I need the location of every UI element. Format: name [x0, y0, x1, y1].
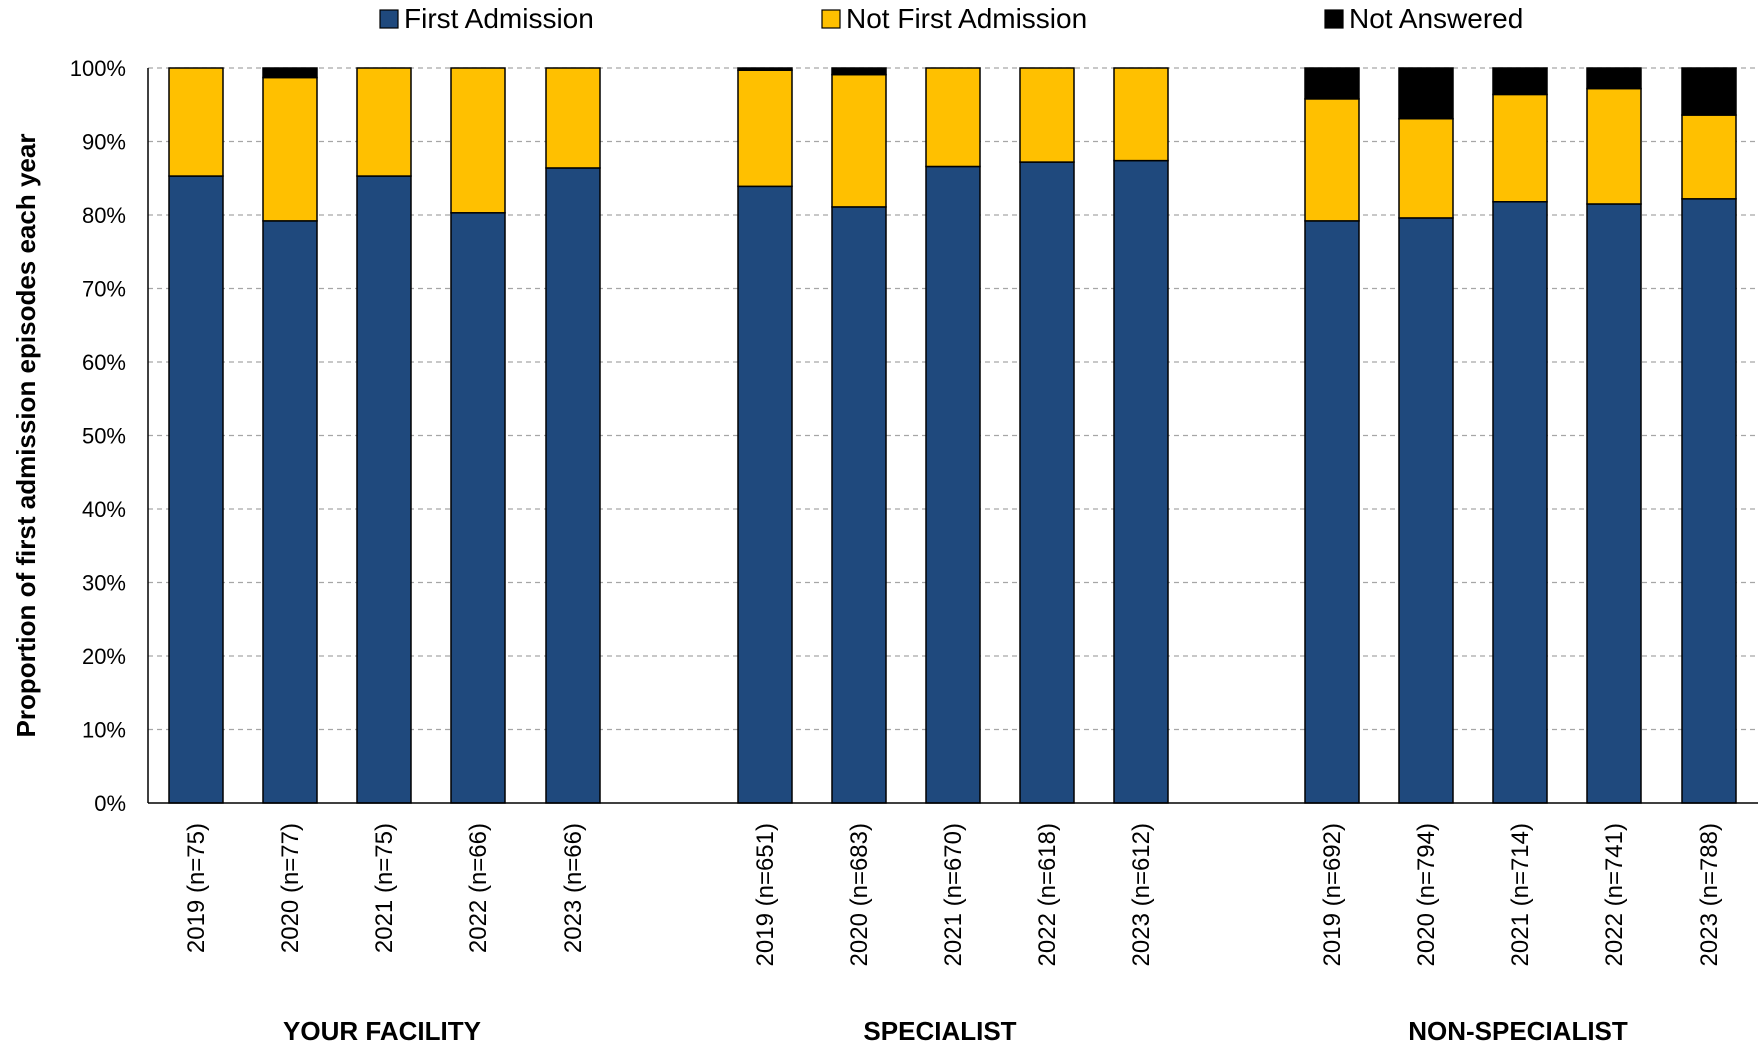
y-tick-label: 0%	[94, 791, 126, 816]
bar-segment-first-admission	[737, 185, 793, 804]
category-label-group: 2021 (n=670)	[940, 823, 967, 966]
legend-label: Not Answered	[1349, 3, 1523, 34]
bar-segment-first-admission	[262, 220, 318, 804]
legend-swatch	[1324, 9, 1344, 29]
y-tick-label: 90%	[82, 130, 126, 155]
category-label: 2022 (n=618)	[1034, 823, 1061, 966]
bar-segment-not-first-admission	[925, 67, 981, 168]
bar-segment-not-first-admission	[1398, 117, 1454, 219]
bar-segment-first-admission	[450, 212, 506, 804]
category-label: 2019 (n=651)	[752, 823, 779, 966]
bar-segment-not-answered	[831, 67, 887, 76]
bar-segment-first-admission	[168, 175, 224, 804]
bar-segment-not-first-admission	[168, 67, 224, 177]
y-tick-label: 50%	[82, 424, 126, 449]
bar-segment-not-first-admission	[1113, 67, 1169, 162]
legend-label: Not First Admission	[846, 3, 1087, 34]
bar-segment-first-admission	[1113, 159, 1169, 804]
bar-segment-first-admission	[545, 167, 601, 804]
category-label-group: 2020 (n=794)	[1413, 823, 1440, 966]
group-label: SPECIALIST	[863, 1016, 1016, 1046]
bar-segment-not-first-admission	[1681, 114, 1737, 200]
category-label-group: 2022 (n=66)	[465, 823, 492, 953]
category-label: 2020 (n=794)	[1413, 823, 1440, 966]
category-label: 2019 (n=692)	[1319, 823, 1346, 966]
category-label: 2021 (n=670)	[940, 823, 967, 966]
category-label-group: 2019 (n=692)	[1319, 823, 1346, 966]
bar-segment-not-first-admission	[1586, 87, 1642, 205]
y-tick-label: 80%	[82, 203, 126, 228]
bar-segment-first-admission	[1304, 220, 1360, 804]
bar-segment-not-answered	[1586, 67, 1642, 90]
y-axis-title-group: Proportion of first admission episodes e…	[11, 134, 41, 738]
y-tick-label: 100%	[70, 56, 126, 81]
bar-segment-not-answered	[1681, 67, 1737, 116]
category-label-group: 2023 (n=612)	[1128, 823, 1155, 966]
y-tick-label: 60%	[82, 350, 126, 375]
legend-label: First Admission	[404, 3, 594, 34]
category-label-group: 2021 (n=714)	[1507, 823, 1534, 966]
bar-segment-first-admission	[925, 165, 981, 804]
bar-segment-first-admission	[356, 175, 412, 804]
bar-segment-not-answered	[1398, 67, 1454, 120]
category-label-group: 2020 (n=683)	[846, 823, 873, 966]
category-label: 2020 (n=683)	[846, 823, 873, 966]
y-tick-label: 40%	[82, 497, 126, 522]
category-label-group: 2019 (n=651)	[752, 823, 779, 966]
bar-segment-not-first-admission	[831, 73, 887, 208]
bar-segment-not-answered	[1492, 67, 1548, 96]
y-tick-label: 70%	[82, 277, 126, 302]
bar-segment-not-answered	[262, 67, 318, 79]
group-label: YOUR FACILITY	[283, 1016, 481, 1046]
bar-segment-first-admission	[831, 206, 887, 804]
category-label: 2022 (n=66)	[465, 823, 492, 953]
legend-swatch	[821, 9, 841, 29]
bar-segment-not-first-admission	[356, 67, 412, 177]
bar-segment-not-first-admission	[545, 67, 601, 169]
bar-segment-not-first-admission	[1019, 67, 1075, 163]
category-label-group: 2019 (n=75)	[183, 823, 210, 953]
category-label: 2021 (n=75)	[371, 823, 398, 953]
category-label-group: 2020 (n=77)	[277, 823, 304, 953]
bar-segment-first-admission	[1681, 198, 1737, 804]
category-label-group: 2023 (n=788)	[1696, 823, 1723, 966]
y-tick-label: 10%	[82, 718, 126, 743]
category-label: 2023 (n=612)	[1128, 823, 1155, 966]
bar-segment-not-first-admission	[737, 69, 793, 188]
y-tick-label: 30%	[82, 571, 126, 596]
bar-segment-first-admission	[1586, 203, 1642, 804]
category-label: 2021 (n=714)	[1507, 823, 1534, 966]
legend-swatch	[379, 9, 399, 29]
y-tick-label: 20%	[82, 644, 126, 669]
category-label: 2023 (n=788)	[1696, 823, 1723, 966]
category-label: 2022 (n=741)	[1601, 823, 1628, 966]
bar-segment-not-first-admission	[262, 76, 318, 222]
bar-segment-not-first-admission	[450, 67, 506, 214]
bar-segment-not-first-admission	[1304, 98, 1360, 222]
category-label-group: 2023 (n=66)	[560, 823, 587, 953]
bar-segment-not-answered	[1304, 67, 1360, 100]
y-axis-title: Proportion of first admission episodes e…	[11, 134, 41, 738]
bar-segment-not-first-admission	[1492, 93, 1548, 203]
category-label-group: 2022 (n=741)	[1601, 823, 1628, 966]
bar-segment-not-answered	[737, 67, 793, 71]
group-label: NON-SPECIALIST	[1408, 1016, 1628, 1046]
bar-segment-first-admission	[1398, 217, 1454, 804]
category-label: 2023 (n=66)	[560, 823, 587, 953]
category-label-group: 2022 (n=618)	[1034, 823, 1061, 966]
bar-segment-first-admission	[1019, 161, 1075, 804]
category-label: 2020 (n=77)	[277, 823, 304, 953]
category-label: 2019 (n=75)	[183, 823, 210, 953]
bar-segment-first-admission	[1492, 201, 1548, 804]
category-label-group: 2021 (n=75)	[371, 823, 398, 953]
